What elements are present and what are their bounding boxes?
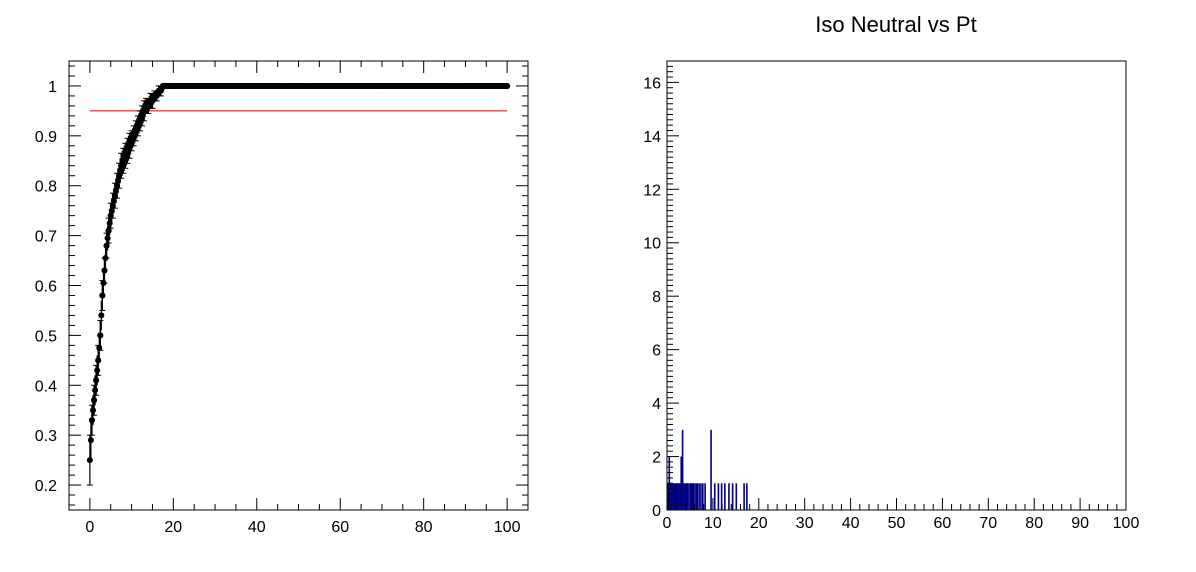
histogram-bar — [693, 483, 695, 510]
histogram-bar — [669, 483, 672, 510]
x-tick-label: 40 — [248, 519, 266, 536]
x-tick-label: 30 — [796, 515, 814, 532]
x-tick-label: 50 — [888, 515, 906, 532]
histogram-bar — [689, 483, 691, 510]
y-tick-label: 16 — [643, 75, 661, 92]
y-tick-label: 0.2 — [35, 478, 57, 495]
histogram-bar — [710, 429, 712, 510]
y-tick-label: 1 — [48, 79, 57, 96]
x-tick-label: 100 — [494, 519, 521, 536]
y-tick-label: 0 — [652, 503, 661, 520]
histogram-frame — [666, 60, 1127, 511]
histogram-bar — [713, 483, 716, 510]
histogram-bar — [685, 483, 688, 510]
iso-neutral-histogram: Iso Neutral vs Pt 0 10 20 30 40 50 60 70 80 90 100… — [643, 12, 1139, 532]
efficiency-points — [86, 82, 511, 486]
histogram-bar — [700, 483, 702, 510]
data-point — [104, 235, 111, 242]
histogram-bar — [720, 483, 723, 510]
data-point — [93, 377, 100, 384]
data-point — [91, 397, 98, 404]
histogram-bar — [735, 483, 738, 510]
x-tick-label: 20 — [750, 515, 768, 532]
data-point — [105, 227, 112, 234]
data-point — [101, 267, 108, 274]
histogram-bar — [698, 483, 700, 510]
data-point — [92, 387, 99, 394]
y-tick-label: 0.5 — [35, 328, 57, 345]
y-tick-label: 2 — [652, 450, 661, 467]
histogram-bar — [696, 483, 699, 510]
histogram-bar — [728, 483, 730, 510]
x-tick-label: 70 — [979, 515, 997, 532]
histogram-bar — [687, 483, 689, 510]
data-point — [87, 437, 94, 444]
x-tick-label: 60 — [331, 519, 349, 536]
data-point — [100, 280, 107, 287]
histogram-bar — [690, 483, 693, 510]
x-tick-label: 60 — [934, 515, 952, 532]
data-point — [98, 312, 105, 319]
histogram-bar — [673, 483, 676, 510]
histogram-bar — [677, 483, 680, 510]
histogram-bar — [672, 483, 674, 510]
histogram-bar — [684, 483, 687, 510]
data-point — [99, 292, 106, 299]
data-point — [97, 332, 104, 339]
x-tick-label: 0 — [663, 515, 672, 532]
data-point — [86, 457, 93, 464]
histogram-bar — [704, 483, 706, 510]
x-tick-label: 40 — [842, 515, 860, 532]
y-tick-label: 12 — [643, 182, 661, 199]
histogram-bar — [695, 483, 697, 510]
histogram-bar — [667, 483, 669, 510]
data-point — [95, 357, 102, 364]
data-point — [88, 417, 95, 424]
efficiency-plot: 0 20 40 60 80 100 0.2 0.3 0.4 0.5 0.6 0.7 0.8 0.9 1 — [35, 60, 529, 536]
histogram-bar — [724, 483, 726, 510]
x-tick-label: 20 — [164, 519, 182, 536]
histogram-bar — [670, 483, 673, 510]
histogram-title: Iso Neutral vs Pt — [815, 12, 976, 37]
data-point — [94, 367, 101, 374]
y-tick-label: 0.4 — [35, 378, 57, 395]
efficiency-axis-ticks: 0 20 40 60 80 100 0.2 0.3 0.4 0.5 0.6 0.7 0.8 0.9 1 — [35, 61, 528, 536]
data-point — [504, 82, 511, 89]
data-point — [96, 344, 103, 351]
x-tick-label: 80 — [415, 519, 433, 536]
y-tick-label: 0.6 — [35, 279, 57, 296]
data-point — [103, 242, 110, 249]
histogram-bar — [717, 483, 720, 510]
y-tick-label: 0.9 — [35, 129, 57, 146]
data-point — [102, 255, 109, 262]
y-tick-label: 0.8 — [35, 179, 57, 196]
histogram-bar — [679, 483, 681, 510]
histogram-bar — [681, 429, 684, 510]
histogram-axis-ticks: 0 10 20 30 40 50 60 70 80 90 100 0 2 4 6 8 10 12 14 16 — [643, 60, 1140, 532]
x-tick-label: 10 — [704, 515, 722, 532]
histogram-bar — [674, 483, 677, 510]
y-tick-label: 4 — [652, 396, 661, 413]
x-tick-label: 90 — [1071, 515, 1089, 532]
histogram-bar — [731, 483, 734, 510]
y-tick-label: 0.3 — [35, 428, 57, 445]
y-tick-label: 0.7 — [35, 229, 57, 246]
y-tick-label: 14 — [643, 129, 661, 146]
histogram-bar — [691, 483, 694, 510]
x-tick-label: 100 — [1113, 515, 1140, 532]
y-tick-label: 10 — [643, 236, 661, 253]
histogram-bar — [676, 483, 678, 510]
histogram-bar — [746, 483, 748, 510]
histogram-bar — [680, 456, 683, 510]
histogram-bar — [701, 483, 704, 510]
y-tick-label: 6 — [652, 343, 661, 360]
data-point — [89, 407, 96, 414]
x-tick-label: 0 — [85, 519, 94, 536]
histogram-bars — [667, 429, 748, 510]
y-tick-label: 8 — [652, 289, 661, 306]
histogram-bar — [743, 483, 745, 510]
histogram-bar — [683, 483, 685, 510]
x-tick-label: 80 — [1025, 515, 1043, 532]
